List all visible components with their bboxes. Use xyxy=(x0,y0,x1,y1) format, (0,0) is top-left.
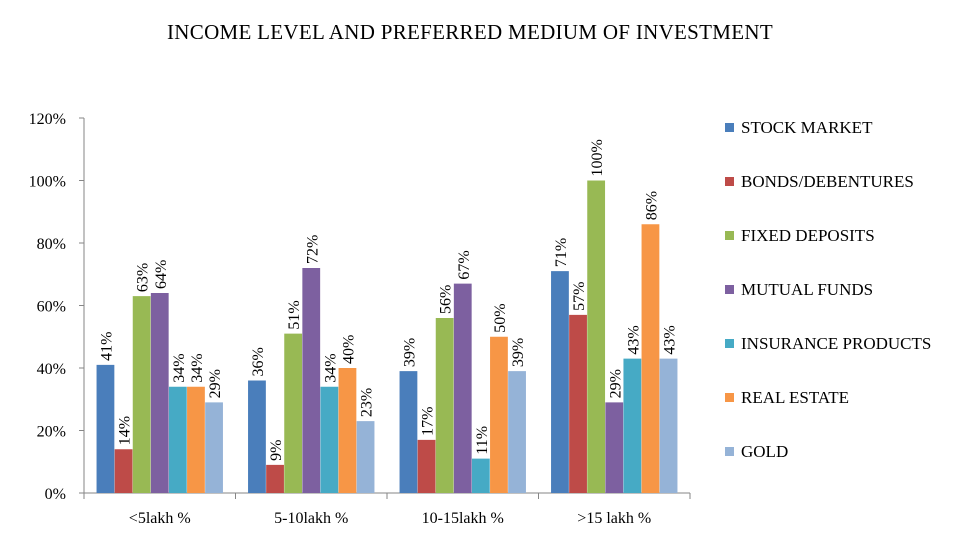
x-tick-label: >15 lakh % xyxy=(577,510,651,527)
bar xyxy=(471,458,490,493)
data-label: 39% xyxy=(401,338,418,367)
data-label: 71% xyxy=(553,238,570,267)
bar xyxy=(453,283,472,493)
legend-swatch xyxy=(725,231,734,240)
legend-label: FIXED DEPOSITS xyxy=(741,226,875,245)
bar xyxy=(320,386,339,493)
y-tick-label: 120% xyxy=(29,111,66,128)
bar xyxy=(641,224,660,493)
bar xyxy=(508,371,526,493)
data-label: 51% xyxy=(286,300,303,329)
y-tick-label: 60% xyxy=(37,299,66,316)
data-label: 36% xyxy=(250,347,267,376)
y-tick-label: 0% xyxy=(45,486,66,503)
bar xyxy=(338,368,357,493)
data-label: 57% xyxy=(571,282,588,311)
data-label: 34% xyxy=(322,353,339,382)
legend-swatch xyxy=(725,393,734,402)
data-label: 11% xyxy=(474,426,491,455)
y-tick-label: 100% xyxy=(29,174,66,191)
y-tick-label: 80% xyxy=(37,236,66,253)
y-tick-label: 40% xyxy=(37,361,66,378)
bar xyxy=(150,293,169,493)
bar xyxy=(623,358,642,493)
data-label: 9% xyxy=(268,440,285,461)
data-label: 23% xyxy=(359,388,376,417)
data-label: 34% xyxy=(171,353,188,382)
bar xyxy=(187,386,205,493)
y-tick-label: 20% xyxy=(37,424,66,441)
data-label: 100% xyxy=(589,139,606,176)
bar xyxy=(96,364,115,493)
legend-label: INSURANCE PRODUCTS xyxy=(741,334,932,353)
bar xyxy=(587,180,606,493)
data-label: 50% xyxy=(492,303,509,332)
x-tick-label: <5lakh % xyxy=(129,510,191,527)
bar xyxy=(569,314,587,493)
bar xyxy=(205,402,223,493)
data-label: 56% xyxy=(438,285,455,314)
chart-title: INCOME LEVEL AND PREFERRED MEDIUM OF INV… xyxy=(167,20,773,44)
data-label: 39% xyxy=(510,338,527,367)
bar xyxy=(490,336,508,493)
bar xyxy=(266,464,284,493)
x-tick-label: 5-10lakh % xyxy=(274,510,348,527)
legend-swatch xyxy=(725,123,734,132)
legend-swatch xyxy=(725,447,734,456)
bar xyxy=(168,386,187,493)
legend-label: STOCK MARKET xyxy=(741,118,873,137)
bar xyxy=(435,318,454,493)
data-label: 29% xyxy=(207,369,224,398)
data-label: 43% xyxy=(662,325,679,354)
data-label: 29% xyxy=(607,369,624,398)
bar xyxy=(132,296,151,493)
bar xyxy=(399,371,418,493)
bar xyxy=(551,271,569,493)
legend-swatch xyxy=(725,177,734,186)
chart-data-labels: 41%14%63% 64%34% 34%29%36%9%51%72%34%40%23… xyxy=(98,139,678,461)
legend-label: GOLD xyxy=(741,442,789,461)
bar xyxy=(417,439,436,493)
bar xyxy=(284,333,303,493)
data-label: 17% xyxy=(420,407,437,436)
bar xyxy=(114,449,133,493)
data-label: 14% xyxy=(117,416,134,445)
legend-label: BONDS/DEBENTURES xyxy=(741,172,914,191)
legend-label: MUTUAL FUNDS xyxy=(741,280,874,299)
bar xyxy=(302,268,321,493)
data-label: 41% xyxy=(98,332,115,361)
data-label: 86% xyxy=(643,191,660,220)
legend-label: REAL ESTATE xyxy=(741,388,850,407)
bar xyxy=(356,421,375,493)
data-label: 63% xyxy=(135,263,152,292)
data-label: 72% xyxy=(304,235,321,264)
data-label: 40% xyxy=(340,335,357,364)
data-label: 34% xyxy=(189,353,206,382)
data-label: 64% xyxy=(153,260,170,289)
x-tick-label: 10-15lakh % xyxy=(422,510,504,527)
chart-axes: 0% 20% 40% 60% 80% 100% 120% <5lakh % 5-10lakh %… xyxy=(29,111,691,527)
legend-swatch xyxy=(725,339,734,348)
data-label: 43% xyxy=(625,325,642,354)
legend-swatch xyxy=(725,285,734,294)
bar xyxy=(659,358,678,493)
bar xyxy=(248,380,266,493)
data-label: 67% xyxy=(456,250,473,279)
bar xyxy=(605,402,624,493)
chart-bars xyxy=(96,180,678,493)
